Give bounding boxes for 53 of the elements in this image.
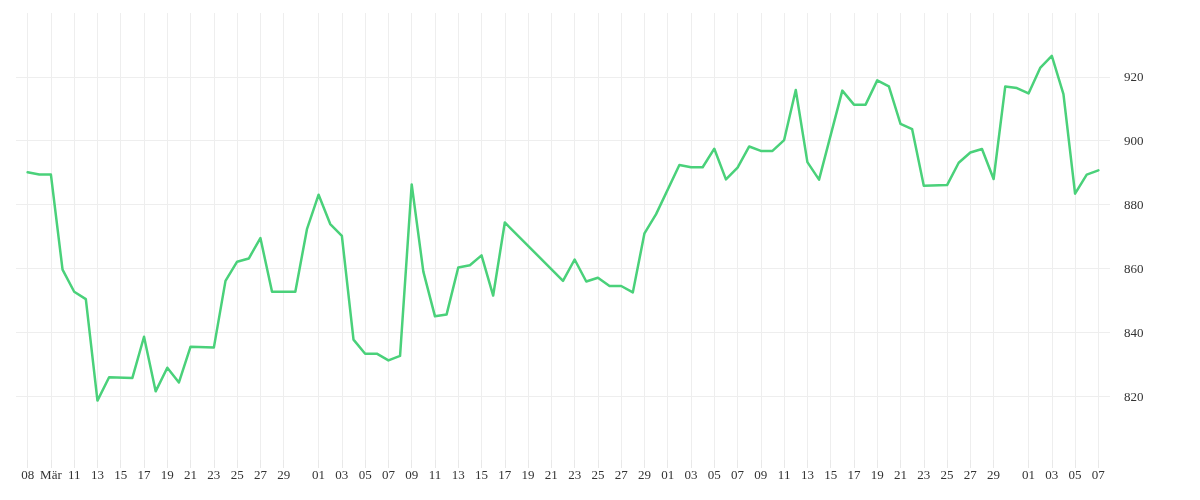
x-tick-label: 01 <box>312 467 326 482</box>
x-tick-label: 09 <box>405 467 419 482</box>
x-tick-label: 03 <box>335 467 349 482</box>
x-tick-label: 05 <box>358 467 372 482</box>
x-tick-label: 19 <box>160 467 174 482</box>
x-tick-label: 03 <box>1045 467 1059 482</box>
x-tick-label: 07 <box>381 467 396 482</box>
y-tick-label: 840 <box>1124 324 1144 340</box>
x-tick-label: 29 <box>637 467 651 482</box>
x-tick-label: 05 <box>1068 467 1082 482</box>
x-tick-label: 21 <box>184 467 198 482</box>
y-tick-label: 880 <box>1124 197 1144 213</box>
x-tick-label: 25 <box>940 467 954 482</box>
x-tick-label: 23 <box>207 467 221 482</box>
x-tick-label: 25 <box>230 467 244 482</box>
x-tick-label: 13 <box>451 467 465 482</box>
x-tick-label: 09 <box>754 467 768 482</box>
x-tick-label: 05 <box>707 467 721 482</box>
x-tick-label: 17 <box>137 467 152 482</box>
x-tick-label: 01 <box>661 467 675 482</box>
x-tick-label: 11 <box>777 467 791 482</box>
x-tick-label: 17 <box>847 467 861 482</box>
x-tick-label: 19 <box>521 467 535 482</box>
x-tick-label: 29 <box>277 467 291 482</box>
x-tick-label: 23 <box>917 467 931 482</box>
x-tick-label: 11 <box>428 467 442 482</box>
y-tick-label: 860 <box>1124 260 1144 276</box>
y-tick-label: 900 <box>1124 133 1144 149</box>
x-tick-label: 11 <box>67 467 81 482</box>
x-tick-label: 21 <box>544 467 558 482</box>
x-tick-label: 03 <box>684 467 698 482</box>
x-tick-label: 07 <box>1091 467 1106 482</box>
x-tick-label: 15 <box>475 467 489 482</box>
x-tick-label: 07 <box>731 467 745 482</box>
x-tick-label: 13 <box>800 467 814 482</box>
x-tick-label: 27 <box>963 467 978 482</box>
y-tick-label: 920 <box>1124 69 1144 85</box>
x-tick-label: 23 <box>568 467 582 482</box>
y-tick-label: 820 <box>1124 388 1144 404</box>
x-tick-label: 21 <box>894 467 908 482</box>
x-tick-label: 13 <box>90 467 104 482</box>
x-tick-label: 19 <box>870 467 884 482</box>
x-tick-label: 27 <box>614 467 629 482</box>
x-tick-label: 17 <box>498 467 512 482</box>
line-series <box>26 54 1100 402</box>
x-tick-label: 29 <box>987 467 1001 482</box>
x-tick-label: 08 <box>21 467 35 482</box>
x-tick-label: 15 <box>114 467 128 482</box>
x-tick-label: 15 <box>824 467 838 482</box>
x-tick-label: 27 <box>253 467 268 482</box>
x-tick-label: 25 <box>591 467 605 482</box>
x-tick-label: 01 <box>1022 467 1036 482</box>
x-tick-label: Mär <box>40 467 63 482</box>
